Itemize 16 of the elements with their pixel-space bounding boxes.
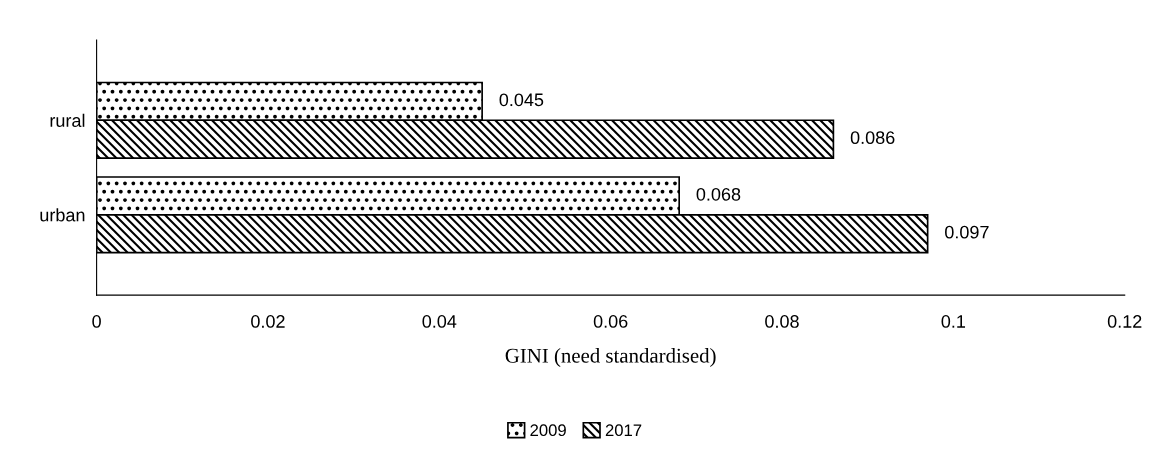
x-tick-label: 0.02 — [251, 315, 285, 328]
y-tick-label: urban — [40, 208, 85, 222]
y-tick-label: rural — [50, 113, 85, 127]
x-tick-label: 0 — [92, 315, 101, 328]
data-label: 0.045 — [499, 93, 544, 107]
legend-label: 2017 — [605, 424, 642, 437]
x-tick-label: 0.12 — [1107, 315, 1142, 328]
x-tick-label: 0.1 — [941, 315, 966, 328]
data-label: 0.086 — [850, 131, 895, 145]
data-label: 0.097 — [945, 225, 989, 239]
x-tick-label: 0.06 — [593, 315, 628, 328]
data-label: 0.068 — [696, 187, 741, 201]
legend-label: 2009 — [530, 424, 566, 437]
x-tick-label: 0.08 — [765, 315, 799, 328]
x-tick-label: 0.04 — [422, 315, 457, 328]
x-axis-title: GINI (need standardised) — [505, 348, 716, 367]
